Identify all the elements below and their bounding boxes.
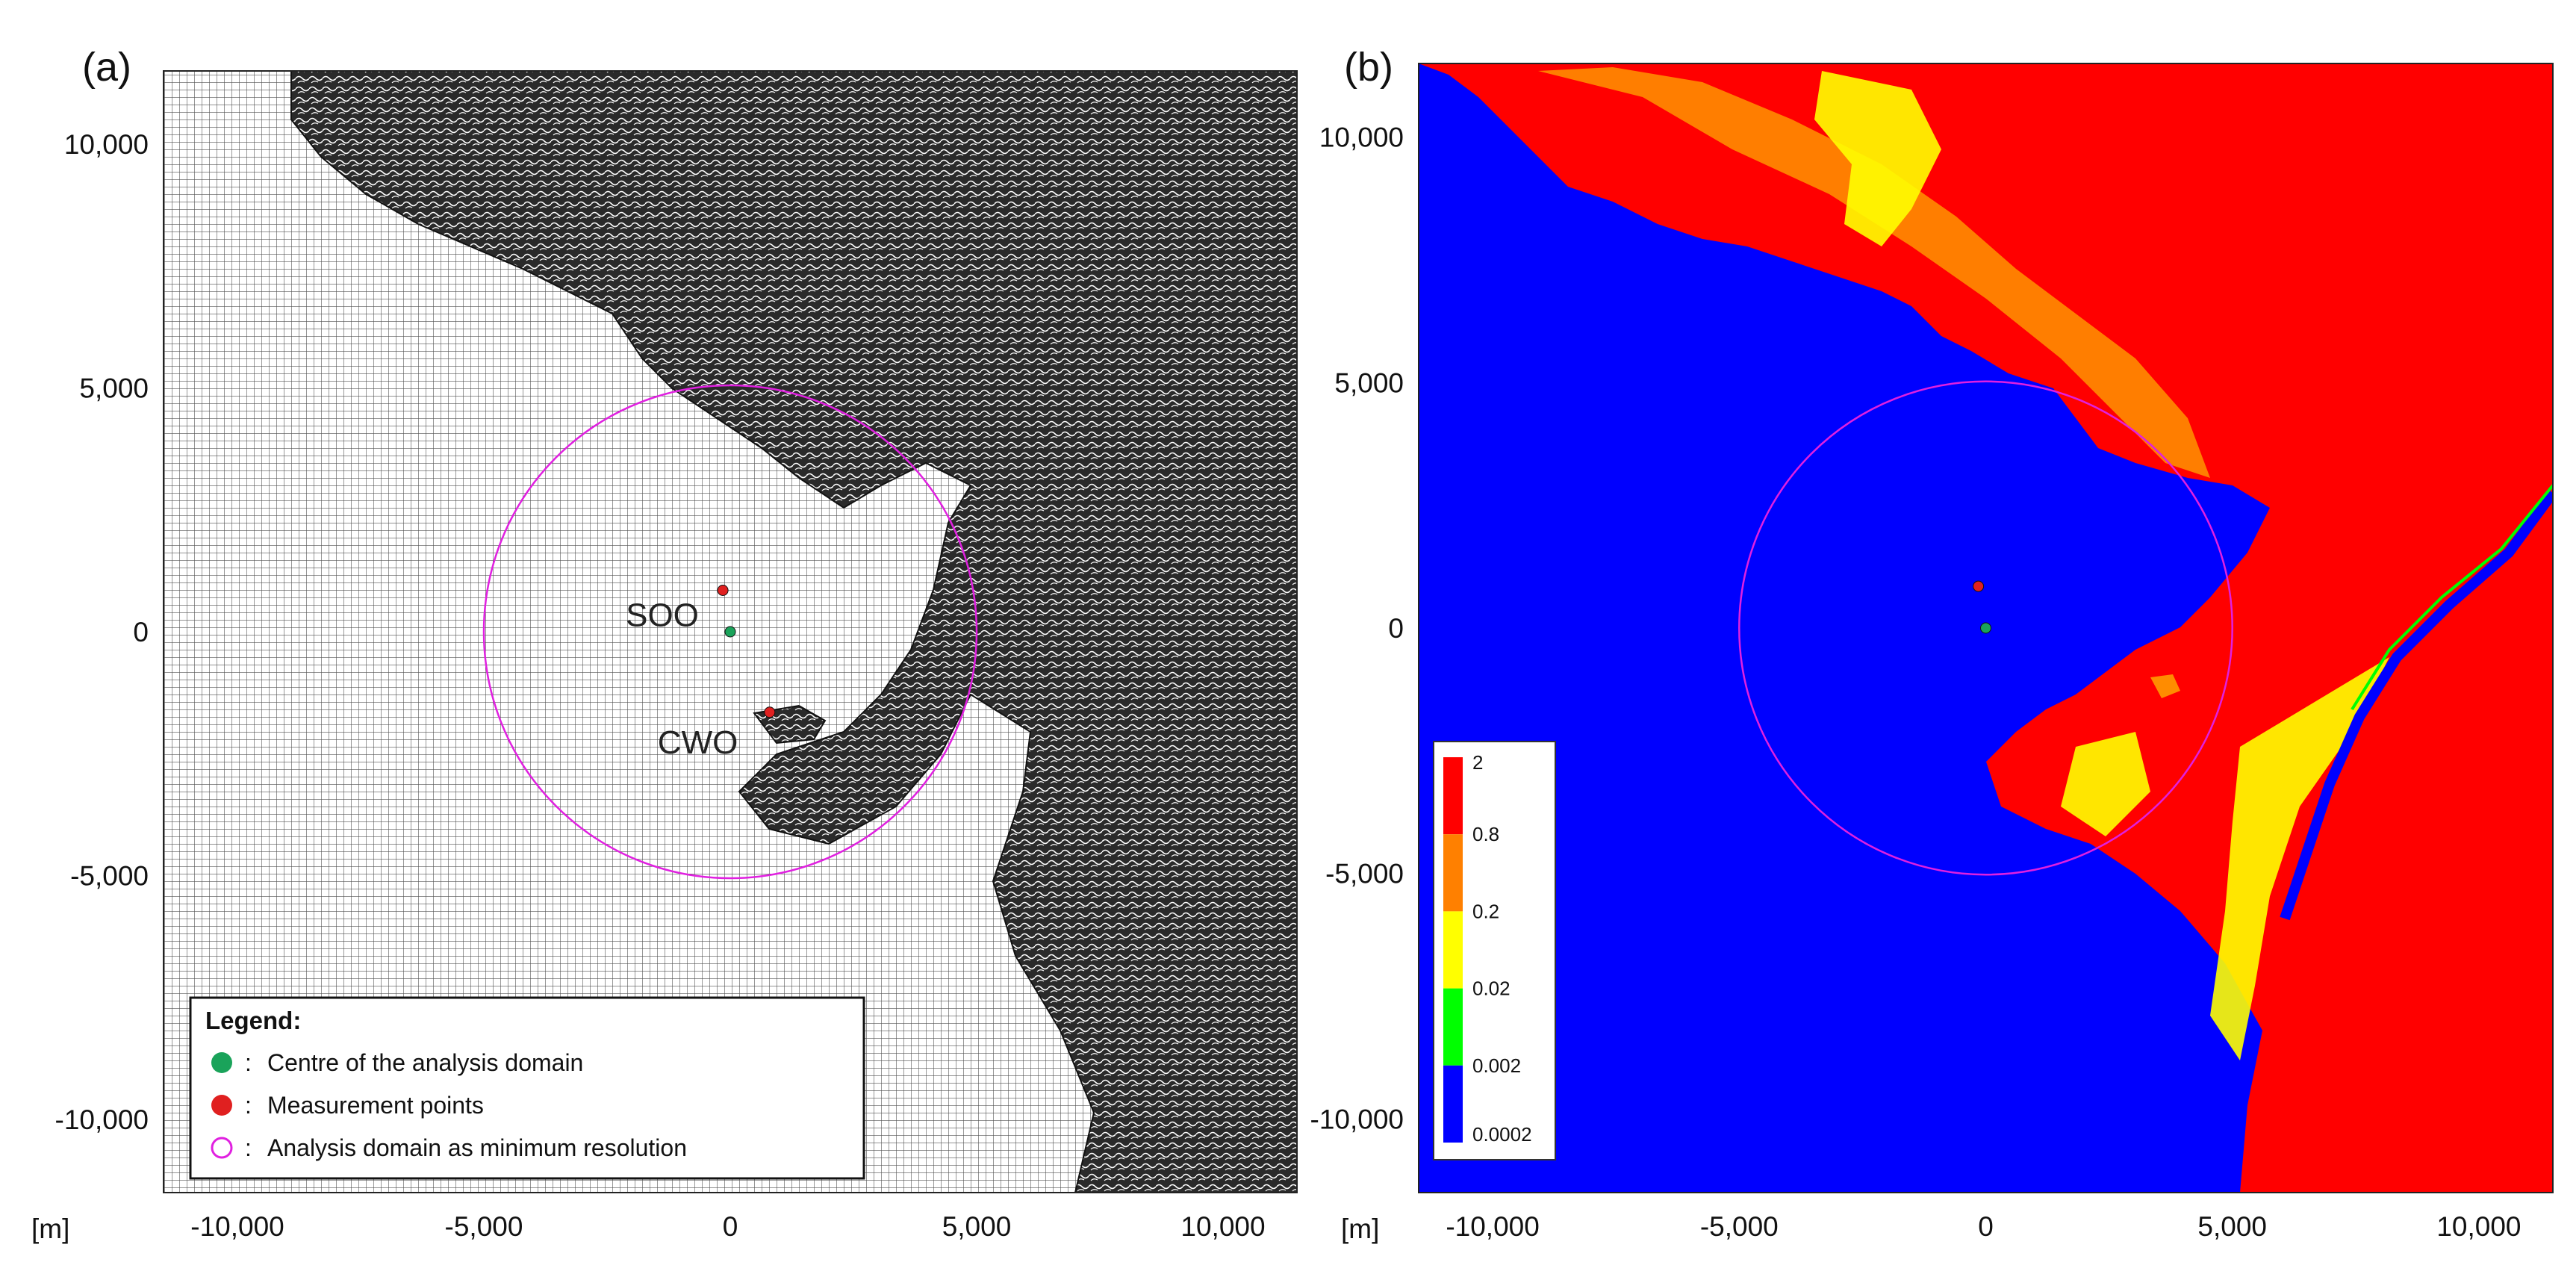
cwo-marker (764, 706, 776, 718)
colorbar-swatch (1443, 911, 1463, 989)
soo-marker (717, 584, 729, 596)
panel-b-land-yellow (1814, 71, 2389, 1060)
y-tick-label: 10,000 (64, 129, 149, 160)
panel-b-x-ticks: -10,000 -5,000 0 5,000 10,000 (1446, 1211, 2521, 1242)
legend-green-dot-icon (211, 1052, 232, 1073)
panel-b: (b) -10,000 -5,000 0 5,000 10,000 -10,000 -5,… (1310, 45, 2554, 1244)
colorbar-swatches (1443, 757, 1463, 1143)
y-tick-label: 10,000 (1319, 122, 1404, 153)
colorbar: 2 0.8 0.2 0.02 0.002 0.0002 (1433, 741, 1556, 1160)
legend-item-domain: Analysis domain as minimum resolution (267, 1134, 687, 1161)
panel-a-x-unit: [m] (31, 1213, 69, 1244)
x-tick-label: -5,000 (1700, 1211, 1779, 1242)
x-tick-label: -5,000 (445, 1211, 523, 1242)
y-tick-label: -5,000 (1325, 859, 1404, 889)
panel-b-domain-circle (1738, 380, 2233, 876)
x-tick-label: 0 (1978, 1211, 1994, 1242)
colorbar-label: 0.0002 (1472, 1123, 1532, 1146)
y-tick-label: 5,000 (1334, 367, 1404, 398)
y-tick-label: 5,000 (79, 373, 149, 403)
panel-b-points (1973, 580, 1991, 634)
panel-a-domain-circle (482, 384, 978, 880)
panel-b-label: (b) (1344, 45, 1393, 90)
legend: Legend: : Centre of the analysis domain … (189, 996, 865, 1180)
legend-item-measurement: Measurement points (267, 1092, 484, 1119)
panel-a-y-ticks: -10,000 -5,000 0 5,000 10,000 (55, 129, 149, 1135)
x-tick-label: -10,000 (190, 1211, 284, 1242)
panel-b-x-unit: [m] (1341, 1213, 1379, 1244)
y-tick-label: -10,000 (55, 1104, 149, 1135)
panel-b-river-green (2351, 484, 2553, 711)
y-tick-label: 0 (1388, 613, 1404, 644)
legend-sep-2: : (245, 1092, 252, 1119)
x-tick-label: 5,000 (2197, 1211, 2267, 1242)
cwo-label: CWO (658, 724, 738, 761)
soo-marker (1973, 580, 1985, 592)
cwo-marker (1980, 622, 1991, 634)
colorbar-label: 0.002 (1472, 1054, 1521, 1077)
x-tick-label: -10,000 (1446, 1211, 1540, 1242)
x-tick-label: 0 (723, 1211, 738, 1242)
colorbar-swatch (1443, 834, 1463, 912)
colorbar-swatch (1443, 988, 1463, 1066)
x-tick-label: 10,000 (2436, 1211, 2521, 1242)
panel-a: (a) -10,000 -5,000 0 5,000 10,000 -10,000 -5,… (31, 45, 1298, 1244)
panel-a-points (717, 584, 776, 718)
panel-a-land (290, 71, 1297, 1193)
panel-b-island (2150, 674, 2180, 698)
panel-a-label: (a) (82, 45, 131, 90)
y-tick-label: 0 (133, 617, 149, 647)
panel-b-frame (1418, 63, 2554, 1193)
legend-sep-1: : (245, 1049, 252, 1076)
panel-b-river (2280, 489, 2553, 921)
colorbar-label: 0.02 (1472, 978, 1511, 1000)
legend-red-dot-icon (211, 1095, 232, 1116)
colorbar-labels: 2 0.8 0.2 0.02 0.002 0.0002 (1472, 751, 1532, 1146)
legend-ring-icon (211, 1137, 233, 1159)
panel-a-x-ticks: -10,000 -5,000 0 5,000 10,000 (190, 1211, 1265, 1242)
centre-of-the-analysis-domain-marker (724, 626, 736, 638)
x-tick-label: 10,000 (1180, 1211, 1265, 1242)
colorbar-swatch (1443, 757, 1463, 835)
colorbar-swatch (1443, 1065, 1463, 1143)
legend-box (189, 996, 865, 1180)
panel-b-land-red (1419, 63, 2553, 1193)
colorbar-label: 0.2 (1472, 900, 1499, 922)
panel-a-frame (163, 70, 1298, 1193)
legend-sep-3: : (245, 1134, 252, 1161)
panel-b-y-ticks: -10,000 -5,000 0 5,000 10,000 (1310, 122, 1404, 1135)
y-tick-label: -10,000 (1310, 1104, 1404, 1134)
colorbar-label: 2 (1472, 751, 1483, 774)
soo-label: SOO (626, 597, 699, 633)
x-tick-label: 5,000 (942, 1211, 1012, 1242)
y-tick-label: -5,000 (70, 861, 149, 892)
legend-title: Legend: (205, 1007, 301, 1034)
legend-item-centre: Centre of the analysis domain (267, 1049, 583, 1076)
colorbar-label: 0.8 (1472, 823, 1499, 845)
